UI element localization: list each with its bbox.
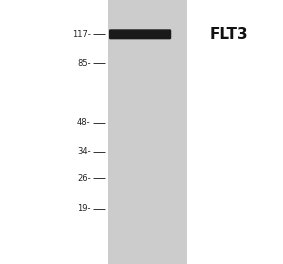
- Text: (kD): (kD): [87, 0, 105, 1]
- Text: 48-: 48-: [77, 118, 91, 127]
- Bar: [108, 0, 187, 264]
- Text: 85-: 85-: [77, 59, 91, 68]
- Text: 34-: 34-: [77, 147, 91, 156]
- FancyBboxPatch shape: [109, 29, 171, 39]
- Text: FLT3: FLT3: [209, 27, 248, 42]
- Text: 117-: 117-: [72, 30, 91, 39]
- Text: 26-: 26-: [77, 174, 91, 183]
- Text: 19-: 19-: [77, 204, 91, 213]
